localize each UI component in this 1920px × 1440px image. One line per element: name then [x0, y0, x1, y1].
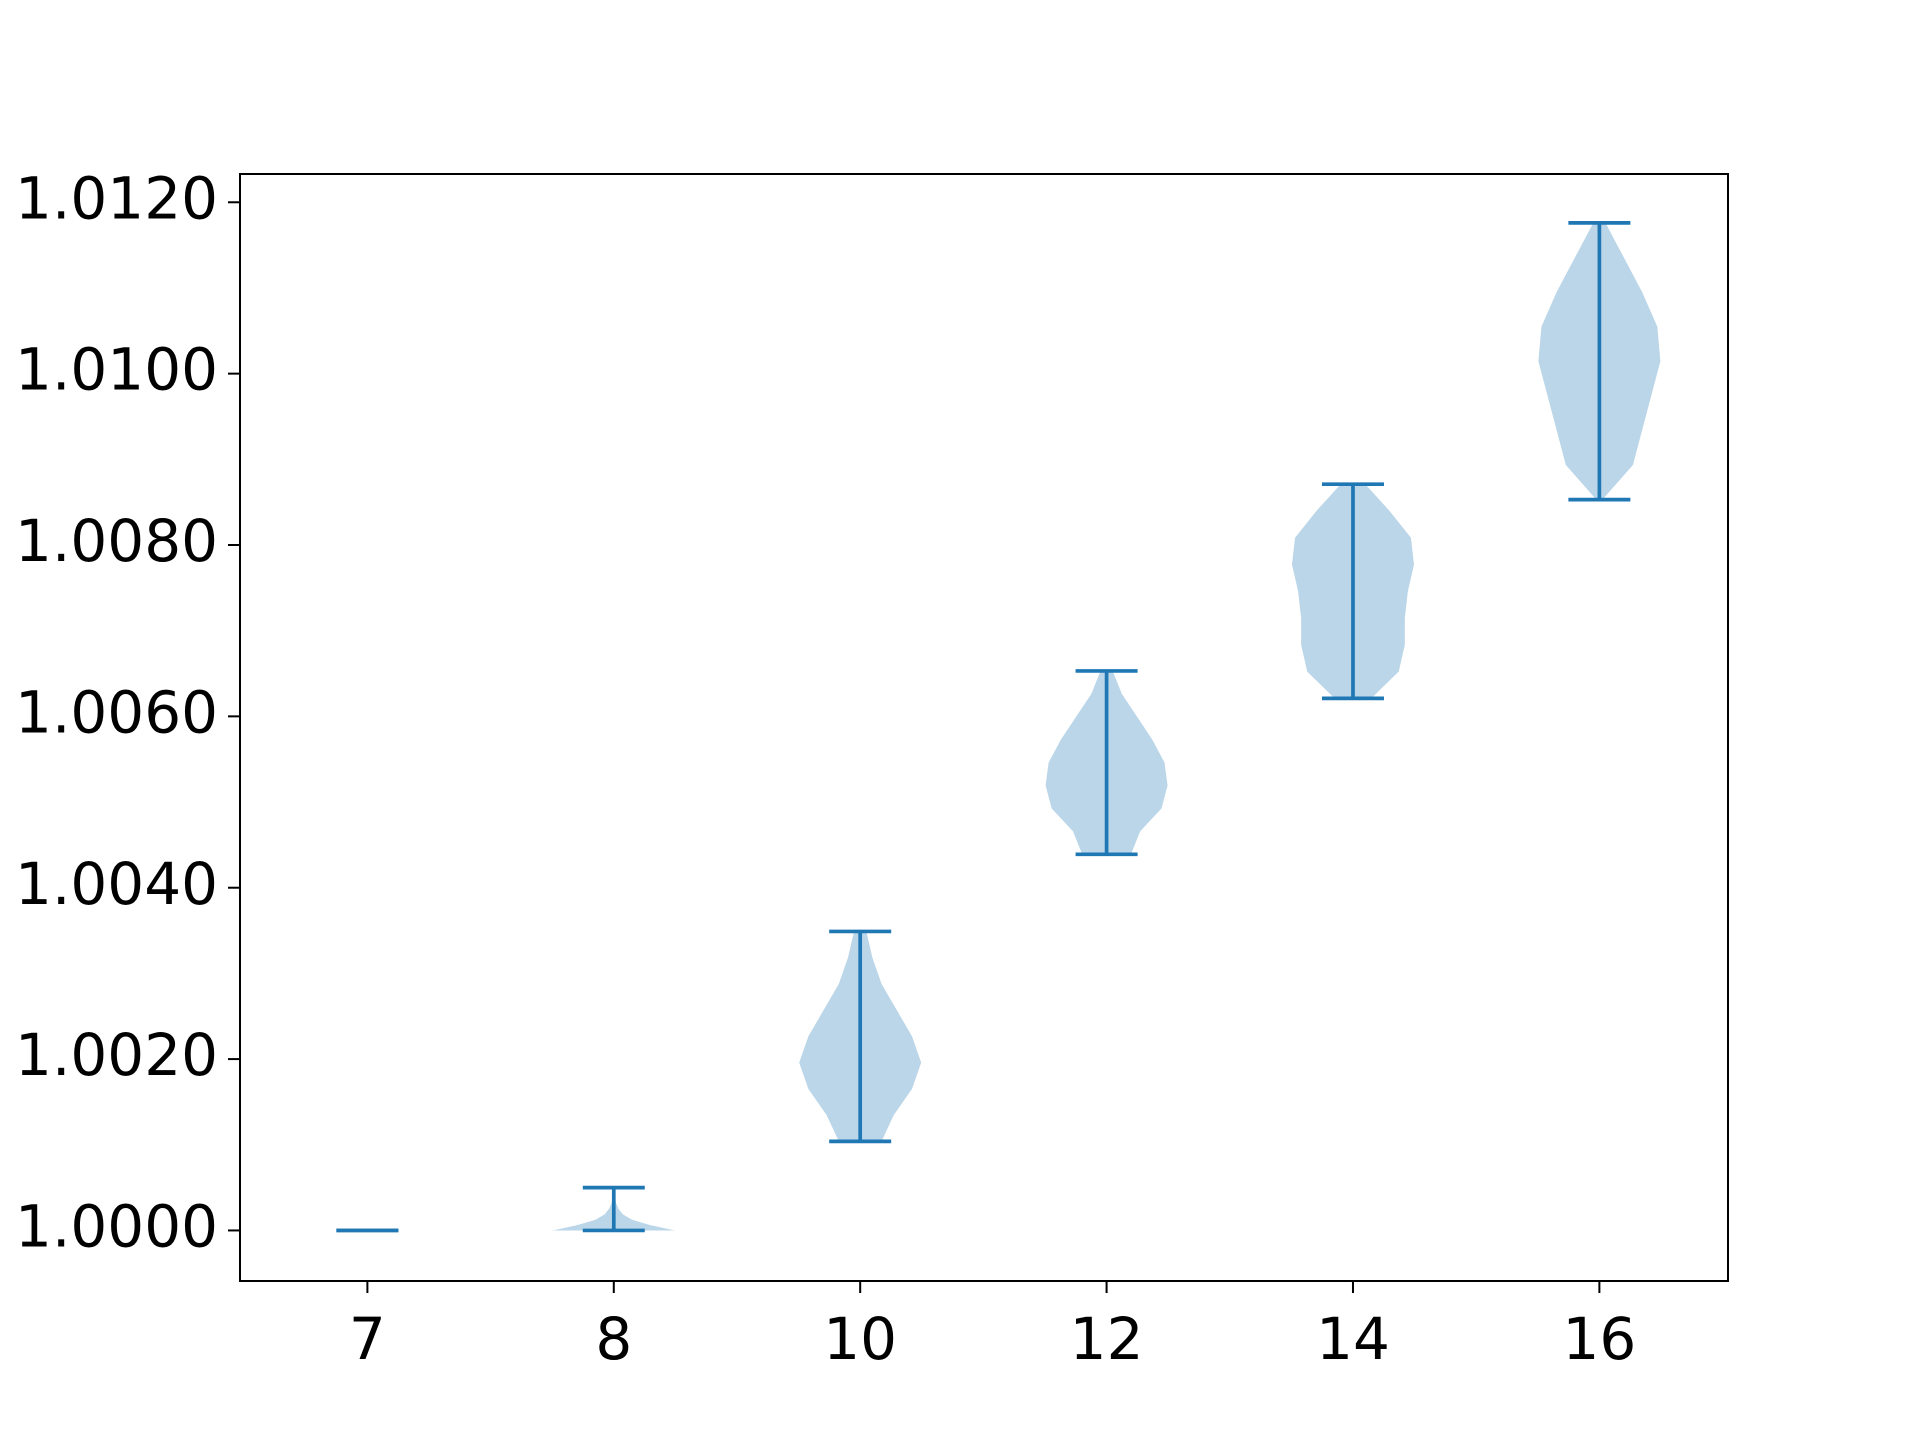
- x-tick-label: 16: [1562, 1305, 1636, 1373]
- plot-frame: [239, 173, 1729, 1282]
- y-tick-label: 1.0000: [15, 1193, 218, 1261]
- x-tick-label: 7: [349, 1305, 386, 1373]
- x-tick-label: 12: [1070, 1305, 1144, 1373]
- y-tick-label: 1.0040: [15, 850, 218, 918]
- y-tick-label: 1.0020: [15, 1021, 218, 1089]
- y-tick-label: 1.0060: [15, 678, 218, 746]
- y-tick-label: 1.0080: [15, 507, 218, 575]
- x-tick-label: 10: [823, 1305, 897, 1373]
- y-tick-label: 1.0120: [15, 164, 218, 232]
- y-tick-label: 1.0100: [15, 336, 218, 404]
- x-tick-label: 8: [595, 1305, 632, 1373]
- x-tick-label: 14: [1316, 1305, 1390, 1373]
